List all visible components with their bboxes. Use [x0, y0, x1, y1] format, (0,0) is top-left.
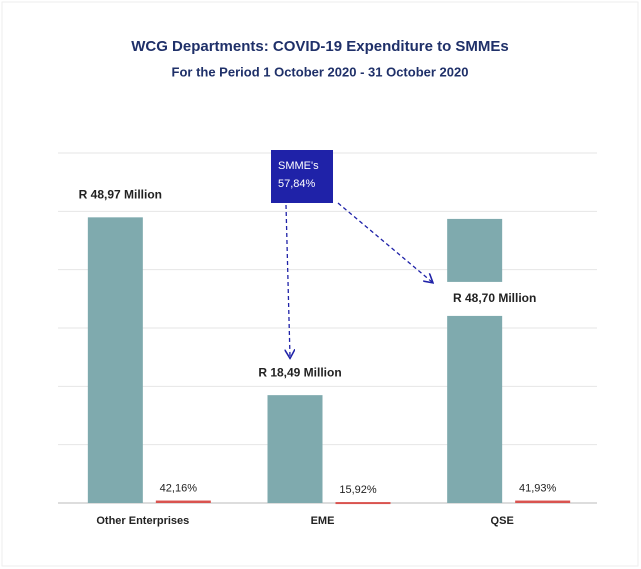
label-bg [437, 281, 568, 316]
annotation-text: SMME's [278, 160, 319, 172]
value-label: R 48,70 Million [453, 291, 536, 305]
x-tick-label: EME [311, 515, 335, 527]
bar [155, 500, 211, 503]
value-label: 42,16% [160, 482, 198, 494]
bar [335, 502, 391, 505]
chart-title: WCG Departments: COVID-19 Expenditure to… [131, 38, 509, 55]
annotation-arrow [286, 204, 290, 357]
bar [267, 395, 323, 503]
value-label: R 18,49 Million [258, 365, 341, 379]
annotation-text: 57,84% [278, 178, 316, 190]
value-label: 15,92% [339, 484, 377, 496]
chart-subtitle: For the Period 1 October 2020 - 31 Octob… [172, 64, 469, 79]
value-label: R 48,97 Million [79, 188, 162, 202]
value-label: 41,93% [519, 482, 557, 494]
bar [447, 218, 503, 503]
x-tick-label: QSE [491, 515, 514, 527]
annotation-box [271, 150, 333, 203]
x-tick-label: Other Enterprises [96, 515, 189, 527]
bar [87, 217, 143, 503]
bar [515, 500, 571, 503]
